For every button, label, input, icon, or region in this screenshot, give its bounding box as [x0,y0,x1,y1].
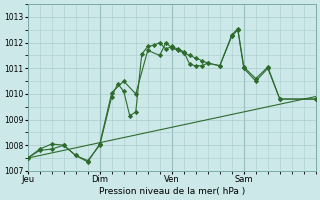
X-axis label: Pression niveau de la mer( hPa ): Pression niveau de la mer( hPa ) [99,187,245,196]
